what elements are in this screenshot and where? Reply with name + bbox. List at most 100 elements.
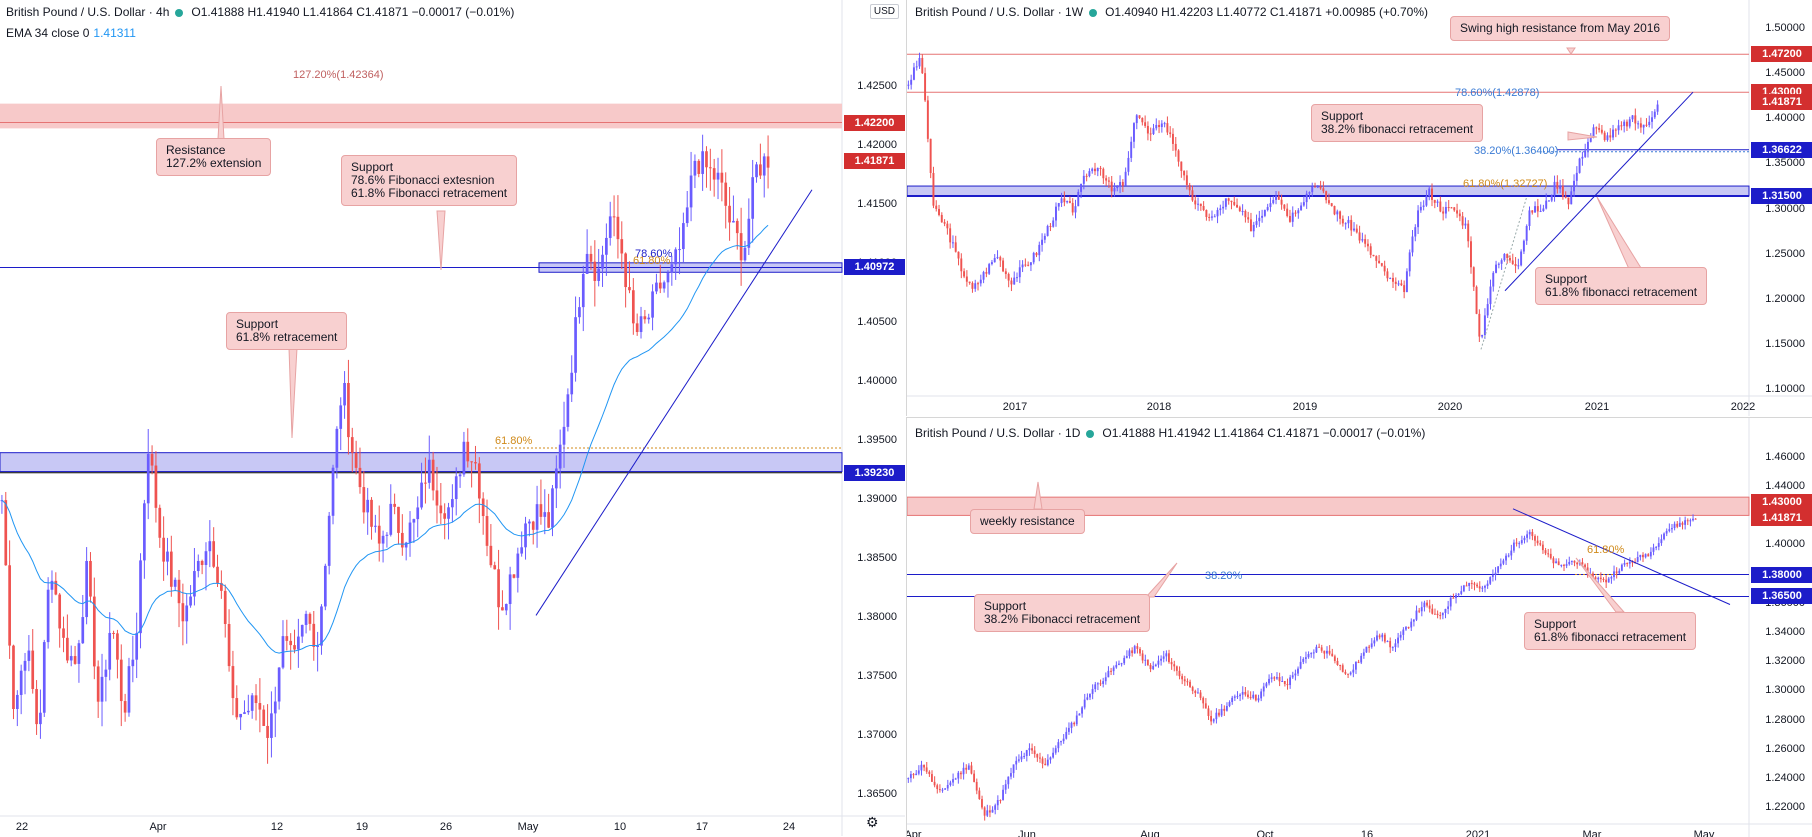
- candle-body: [1263, 210, 1266, 216]
- support-zone-lower: [0, 452, 843, 473]
- candle-body: [1389, 641, 1392, 648]
- candle-body: [716, 172, 720, 180]
- candle-body: [1311, 186, 1314, 193]
- candle-body: [1247, 694, 1249, 697]
- candle-body: [1478, 313, 1481, 337]
- candle-body: [1169, 132, 1172, 134]
- candle-body: [1366, 243, 1369, 247]
- candle-body: [1639, 554, 1642, 558]
- price-tick-label: 1.28000: [1765, 713, 1805, 726]
- note-support-786[interactable]: Support 78.6% Fibonacci extesnion 61.8% …: [341, 155, 518, 206]
- candle-body: [1550, 195, 1553, 201]
- currency-badge[interactable]: USD: [869, 4, 899, 19]
- note-support-618[interactable]: Support 61.8% fibonacci retracement: [1535, 267, 1708, 305]
- candle-body: [1419, 206, 1422, 211]
- candle-body: [1189, 681, 1191, 688]
- candle-body: [666, 272, 670, 283]
- candle-body: [1035, 252, 1038, 256]
- candle-body: [1244, 691, 1247, 695]
- candle-body: [1013, 277, 1016, 285]
- candle-body: [612, 216, 616, 218]
- candle-body: [1174, 143, 1177, 151]
- candle-body: [1492, 272, 1495, 287]
- candle-body: [1567, 197, 1570, 205]
- candle-body: [470, 461, 473, 463]
- candle-body: [443, 513, 447, 519]
- note-support-618[interactable]: Support 61.8% retracement: [226, 312, 348, 350]
- settings-gear-icon[interactable]: ⚙: [866, 814, 879, 830]
- candle-body: [907, 84, 910, 86]
- candle-body: [1497, 566, 1500, 573]
- candle-body: [1381, 634, 1384, 638]
- candle-body: [712, 168, 716, 180]
- candle-body: [1503, 253, 1506, 261]
- candle-body: [1260, 691, 1263, 699]
- candle-body: [150, 453, 154, 466]
- candle-body: [735, 220, 739, 234]
- candle-body: [1444, 608, 1447, 613]
- candle-body: [31, 650, 35, 689]
- candle-body: [435, 490, 439, 506]
- note-support-382[interactable]: Support 38.2% fibonacci retracement: [1311, 104, 1484, 142]
- candle-body: [1286, 684, 1289, 686]
- note-support-382[interactable]: Support 38.2% Fibonacci retracement: [974, 594, 1151, 632]
- candle-body: [605, 237, 608, 255]
- price-tag: 1.42200: [844, 114, 905, 131]
- candle-body: [1281, 680, 1284, 682]
- candle-body: [655, 282, 658, 292]
- candle-body: [1455, 594, 1457, 599]
- candle-body: [1615, 571, 1618, 574]
- fib-label-786: 78.60%(1.42878): [1455, 87, 1540, 99]
- chart-1d-pane[interactable]: British Pound / U.S. Dollar · 1D O1.41888…: [906, 417, 1812, 837]
- candle-body: [1476, 584, 1478, 587]
- candle-body: [949, 228, 952, 243]
- chart-4h-pane[interactable]: British Pound / U.S. Dollar · 4h O1.41888…: [0, 0, 905, 836]
- chart-4h-canvas[interactable]: [0, 0, 905, 836]
- time-tick-label: 10: [613, 821, 627, 833]
- note-support-618[interactable]: Support 61.8% fibonacci retracement: [1524, 612, 1697, 650]
- candle-body: [1473, 583, 1476, 585]
- candle-body: [1594, 577, 1597, 580]
- price-tick-label: 1.40000: [1765, 112, 1805, 125]
- candle-body: [1410, 621, 1413, 628]
- candle-body: [1544, 550, 1547, 554]
- candle-body: [1236, 204, 1238, 208]
- candle-body: [246, 710, 250, 713]
- note-swing-high[interactable]: Swing high resistance from May 2016: [1450, 16, 1671, 41]
- candle-body: [1146, 125, 1149, 134]
- candle-body: [1681, 522, 1684, 525]
- candle-body: [1333, 205, 1336, 215]
- candle-body: [1555, 561, 1557, 564]
- candle-body: [1062, 738, 1065, 742]
- candle-body: [1442, 211, 1445, 214]
- candle-body: [312, 623, 316, 647]
- candle-body: [1655, 546, 1658, 548]
- price-tick-label: 1.30000: [1765, 202, 1805, 215]
- candle-body: [1227, 198, 1230, 201]
- candle-body: [1405, 627, 1407, 630]
- candle-body: [1275, 676, 1278, 679]
- candle-body: [670, 264, 674, 273]
- candle-body: [58, 594, 62, 629]
- candle-body: [1399, 634, 1402, 638]
- candle-body: [1152, 666, 1155, 670]
- chart-1w-canvas[interactable]: [907, 0, 1812, 416]
- candle-body: [1425, 196, 1428, 206]
- candle-body: [1545, 200, 1548, 209]
- candle-body: [1447, 606, 1449, 609]
- note-resistance-1272[interactable]: Resistance 127.2% extension: [156, 138, 272, 176]
- note-weekly-resistance[interactable]: weekly resistance: [970, 509, 1085, 534]
- candle-body: [1481, 335, 1484, 337]
- candle-body: [658, 282, 662, 289]
- candle-body: [1249, 219, 1252, 232]
- chart-1d-canvas[interactable]: [907, 418, 1812, 837]
- candle-body: [1339, 211, 1342, 219]
- ema-indicator-label[interactable]: EMA 34 close 0 1.41311: [6, 26, 136, 40]
- candle-body: [377, 525, 381, 544]
- chart-1w-pane[interactable]: British Pound / U.S. Dollar · 1W O1.40940…: [906, 0, 1812, 416]
- candle-body: [119, 659, 123, 702]
- time-tick-label: 2021: [1584, 401, 1610, 413]
- candle-body: [1215, 712, 1218, 720]
- candle-body: [1673, 523, 1676, 529]
- weekly-resistance-zone: [907, 496, 1750, 516]
